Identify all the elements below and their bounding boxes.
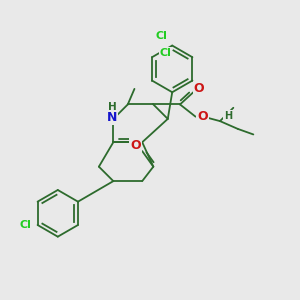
Text: O: O	[194, 82, 204, 95]
Text: H: H	[224, 111, 232, 121]
Text: O: O	[197, 110, 208, 123]
Text: Cl: Cl	[159, 48, 171, 58]
Text: Cl: Cl	[20, 220, 31, 230]
Text: O: O	[130, 139, 141, 152]
Text: H: H	[108, 102, 117, 112]
Text: Cl: Cl	[155, 31, 167, 40]
Text: N: N	[107, 111, 117, 124]
